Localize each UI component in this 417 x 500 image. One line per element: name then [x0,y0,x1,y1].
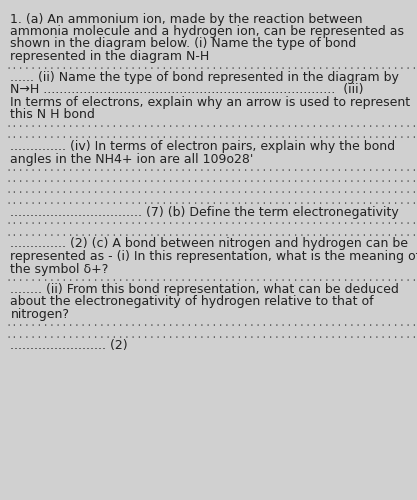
Text: about the electronegativity of hydrogen relative to that of: about the electronegativity of hydrogen … [10,296,374,308]
Text: ................................................................................: ........................................… [5,228,417,237]
Text: ................................................................................: ........................................… [5,119,417,129]
Text: ................................................................................: ........................................… [5,61,417,71]
Text: represented as - (i) In this representation, what is the meaning of: represented as - (i) In this representat… [10,250,417,263]
Text: ................................................................................: ........................................… [5,163,417,173]
Text: the symbol δ+?: the symbol δ+? [10,262,109,276]
Text: ................................................................................: ........................................… [5,318,417,328]
Text: ........ (ii) From this bond representation, what can be deduced: ........ (ii) From this bond representat… [10,283,399,296]
Text: this N H bond: this N H bond [10,108,95,122]
Text: ...... (ii) Name the type of bond represented in the diagram by: ...... (ii) Name the type of bond repres… [10,71,399,84]
Text: ........................ (2): ........................ (2) [10,340,128,352]
Text: angles in the NH4+ ion are all 109o28': angles in the NH4+ ion are all 109o28' [10,152,254,166]
Text: represented in the diagram N-H: represented in the diagram N-H [10,50,210,63]
Text: ................................................................................: ........................................… [5,273,417,283]
Text: In terms of electrons, explain why an arrow is used to represent: In terms of electrons, explain why an ar… [10,96,411,109]
Text: .............. (iv) In terms of electron pairs, explain why the bond: .............. (iv) In terms of electron… [10,140,396,153]
Text: ................................................................................: ........................................… [5,196,417,206]
Text: ................................. (7) (b) Define the term electronegativity: ................................. (7) (b… [10,206,399,219]
Text: ................................................................................: ........................................… [5,185,417,195]
Text: ammonia molecule and a hydrogen ion, can be represented as: ammonia molecule and a hydrogen ion, can… [10,25,404,38]
Text: ................................................................................: ........................................… [5,216,417,226]
Text: ................................................................................: ........................................… [5,174,417,184]
Text: ................................................................................: ........................................… [5,130,417,140]
Text: ................................................................................: ........................................… [5,330,417,340]
Text: .............. (2) (c) A bond between nitrogen and hydrogen can be: .............. (2) (c) A bond between ni… [10,238,408,250]
Text: 1. (a) An ammonium ion, made by the reaction between: 1. (a) An ammonium ion, made by the reac… [10,12,363,26]
Text: N→H .........................................................................  (: N→H ....................................… [10,84,364,96]
Text: nitrogen?: nitrogen? [10,308,69,321]
Text: shown in the diagram below. (i) Name the type of bond: shown in the diagram below. (i) Name the… [10,38,357,51]
